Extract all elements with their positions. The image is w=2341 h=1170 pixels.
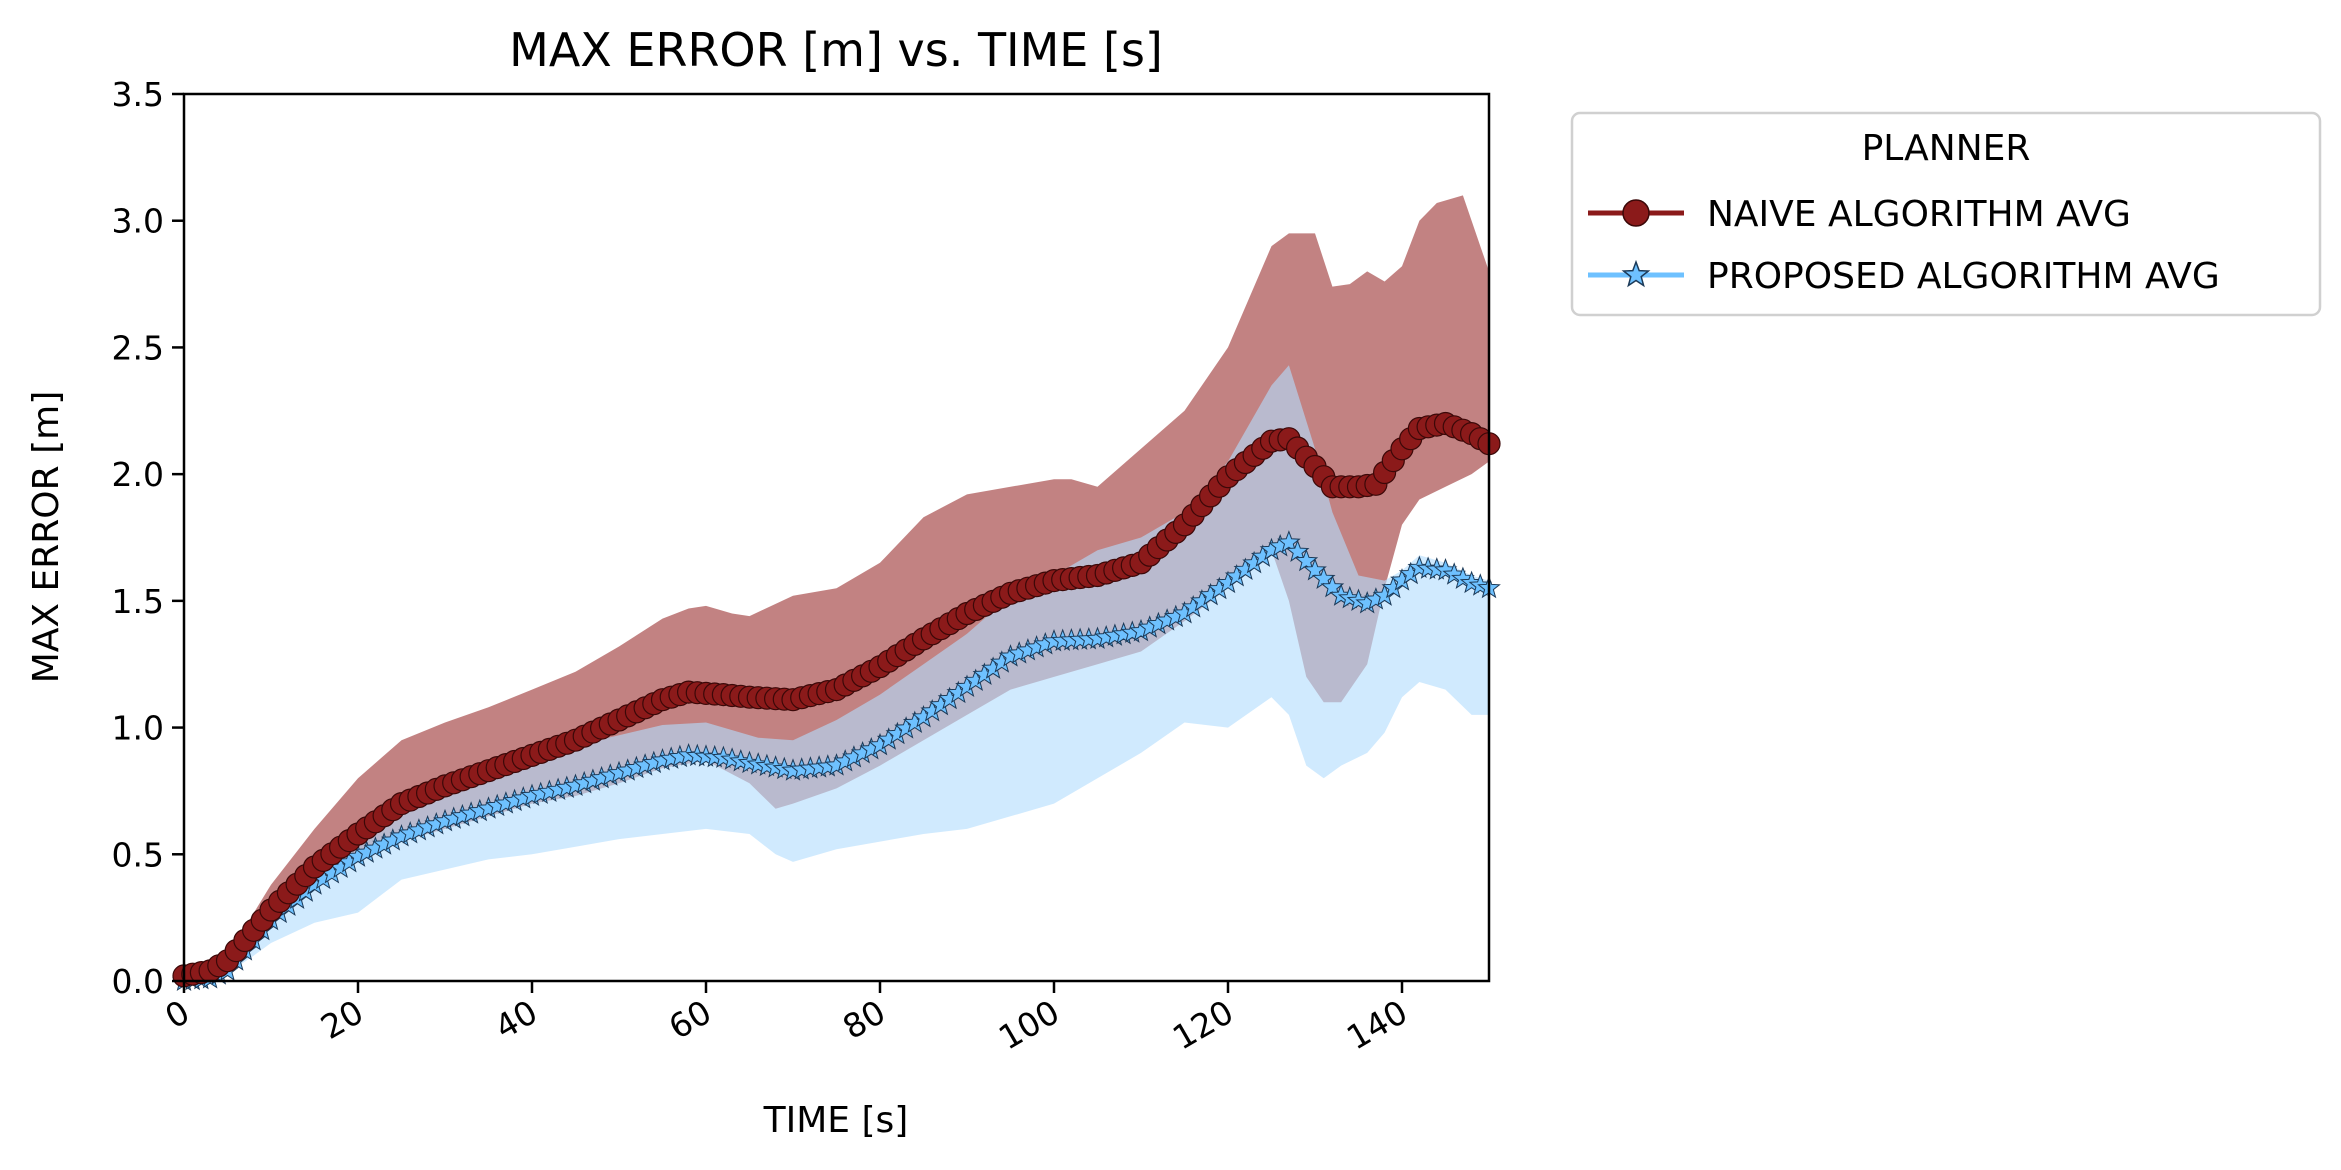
error-bands: [184, 195, 1489, 981]
x-axis-label: TIME [s]: [763, 1100, 909, 1141]
chart-title: MAX ERROR [m] vs. TIME [s]: [509, 23, 1163, 77]
y-tick-label: 3.5: [112, 75, 164, 114]
y-tick-label: 1.0: [112, 709, 164, 748]
proposed-range-band: [184, 365, 1489, 981]
x-tick-label: 120: [1166, 992, 1240, 1057]
legend-box: [1570, 111, 2322, 317]
y-tick-label: 0.5: [112, 835, 164, 874]
y-tick-label: 0.0: [112, 962, 164, 1001]
y-tick-label: 3.0: [112, 202, 164, 241]
legend-proposed-label: PROPOSED ALGORITHM AVG: [1707, 256, 2220, 297]
y-axis-label: MAX ERROR [m]: [26, 391, 67, 684]
x-tick-label: 80: [836, 992, 892, 1047]
average-markers: [172, 411, 1501, 992]
plot-frame: [182, 92, 1491, 983]
y-tick-label: 1.5: [112, 582, 164, 621]
x-tick-label: 140: [1340, 992, 1414, 1057]
proposed-avg-point: [1285, 539, 1310, 562]
x-tick-label: 100: [992, 992, 1066, 1057]
legend-title: PLANNER: [1862, 128, 2031, 169]
y-axis-ticks: 0.0 0.5 1.0 1.5 2.0 2.5 3.0 3.5: [112, 75, 184, 1001]
legend-naive-marker: [1622, 199, 1650, 227]
proposed-avg-point: [1294, 548, 1319, 572]
x-tick-label: 60: [662, 992, 718, 1047]
legend-naive-label: NAIVE ALGORITHM AVG: [1707, 194, 2131, 235]
legend-proposed-marker: [1621, 259, 1651, 288]
proposed-avg-point: [1277, 530, 1301, 553]
legend: PLANNER NAIVE ALGORITHM AVG PROPOSED ALG…: [1570, 111, 2322, 317]
x-tick-label: 20: [314, 992, 370, 1047]
x-tick-label: 40: [488, 992, 544, 1047]
y-tick-label: 2.5: [112, 328, 164, 367]
x-axis-ticks: 0 20 40 60 80 100 120 140: [158, 981, 1414, 1057]
y-tick-label: 2.0: [112, 455, 164, 494]
